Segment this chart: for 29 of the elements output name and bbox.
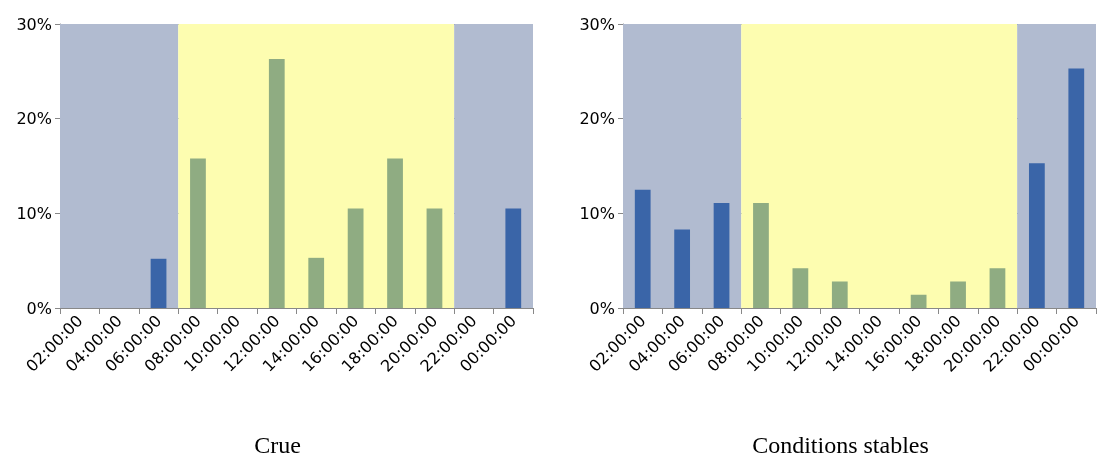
y-tick-label: 20%	[579, 109, 615, 129]
y-tick-label: 30%	[579, 14, 615, 34]
bar	[150, 258, 167, 308]
y-tick-label: 20%	[16, 109, 52, 129]
bar	[308, 257, 325, 308]
y-tick-label: 10%	[16, 203, 52, 223]
text: Conditions stables	[752, 432, 929, 458]
bar	[910, 294, 927, 308]
bar	[753, 202, 769, 308]
bar	[1028, 163, 1045, 308]
text: Crue	[254, 432, 301, 458]
bar	[347, 208, 364, 308]
bar	[713, 202, 730, 308]
y-tick-label: 30%	[16, 14, 52, 34]
y-tick-label: 10%	[579, 203, 615, 223]
bar	[190, 158, 206, 308]
bar	[426, 208, 443, 308]
y-tick-label: 0%	[589, 298, 615, 318]
bar	[634, 189, 651, 308]
bar	[831, 281, 848, 308]
bar	[268, 59, 285, 308]
bar	[1068, 68, 1085, 308]
bar	[989, 268, 1006, 308]
y-tick-label: 0%	[26, 298, 52, 318]
bar	[674, 229, 691, 308]
bar	[950, 281, 966, 308]
bar	[505, 208, 522, 308]
bar	[387, 158, 403, 308]
bar	[792, 268, 809, 308]
